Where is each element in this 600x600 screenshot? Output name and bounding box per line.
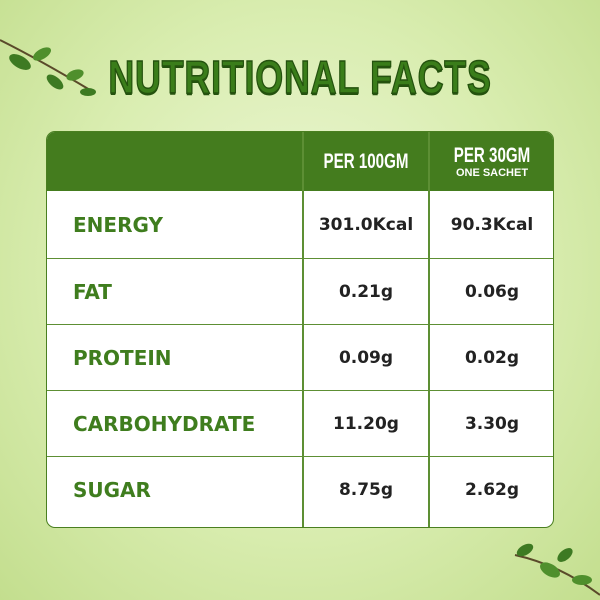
nutrition-table: PER 100GM PER 30GM ONE SACHET ENERGY 301… <box>46 131 554 528</box>
header-per-100gm: PER 100GM <box>303 132 429 191</box>
value-per-30gm: 2.62g <box>464 480 520 500</box>
nutrient-label: ENERGY <box>73 212 163 237</box>
nutrient-label: PROTEIN <box>73 346 172 370</box>
value-per-30gm: 0.02g <box>464 348 520 368</box>
leaf-sprig-decoration-top-left <box>0 39 96 96</box>
column-divider <box>428 132 430 527</box>
header-per-30gm-label: PER 30GM <box>453 143 531 167</box>
value-per-30gm: 3.30g <box>464 414 520 434</box>
nutrient-label: SUGAR <box>73 478 151 502</box>
value-per-100gm: 301.0Kcal <box>318 214 414 235</box>
value-per-100gm: 0.21g <box>338 282 394 302</box>
leaf-sprig-decoration-bottom-right <box>514 543 600 596</box>
nutrient-label: FAT <box>73 280 112 304</box>
table-row: SUGAR 8.75g 2.62g <box>47 456 553 523</box>
table-header <box>47 132 553 191</box>
column-divider <box>302 132 304 527</box>
header-per-30gm: PER 30GM ONE SACHET <box>429 132 553 191</box>
value-per-30gm: 90.3Kcal <box>450 214 534 235</box>
value-per-100gm: 0.09g <box>338 348 394 368</box>
table-row: ENERGY 301.0Kcal 90.3Kcal <box>47 191 553 258</box>
value-per-30gm: 0.06g <box>464 282 520 302</box>
value-per-100gm: 8.75g <box>338 480 394 500</box>
header-one-sachet-label: ONE SACHET <box>455 166 529 179</box>
table-row: PROTEIN 0.09g 0.02g <box>47 324 553 391</box>
table-row: CARBOHYDRATE 11.20g 3.30g <box>47 390 553 457</box>
nutrient-label: CARBOHYDRATE <box>73 412 256 436</box>
page-title: NUTRITIONAL FACTS <box>108 50 492 104</box>
value-per-100gm: 11.20g <box>333 414 399 434</box>
header-per-100gm-label: PER 100GM <box>323 149 409 173</box>
table-row: FAT 0.21g 0.06g <box>47 258 553 325</box>
